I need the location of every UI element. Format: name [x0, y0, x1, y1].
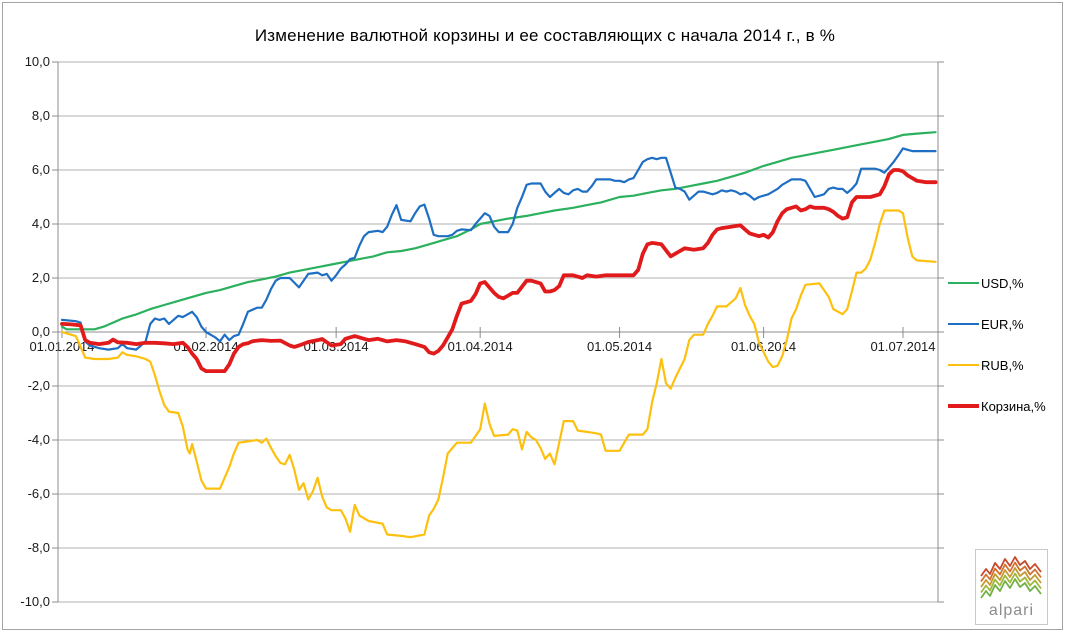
- y-axis-label: 4,0: [31, 216, 50, 231]
- y-axis-label: -8,0: [27, 540, 50, 555]
- legend-item-eur: EUR,%: [948, 314, 1024, 334]
- legend-item-korzina: Корзина,%: [948, 396, 1046, 416]
- alpari-zigzag-line: [980, 572, 1042, 594]
- chart-title: Изменение валютной корзины и ее составля…: [254, 26, 836, 45]
- y-axis-label: 6,0: [31, 162, 50, 177]
- legend-swatch-eur: [948, 322, 979, 326]
- alpari-zigzag-line: [980, 556, 1042, 577]
- x-axis-label: 01.06.2014: [731, 339, 797, 354]
- x-axis-label: 01.07.2014: [870, 339, 936, 354]
- legend-swatch-rub: [948, 363, 979, 367]
- alpari-zigzag-line: [980, 561, 1042, 583]
- alpari-mountains-icon: [980, 556, 1042, 599]
- y-axis-label: 8,0: [31, 108, 50, 123]
- x-axis-label: 01.01.2014: [29, 339, 95, 354]
- legend-label-korzina: Корзина,%: [981, 398, 1046, 414]
- y-axis-label: 2,0: [31, 270, 50, 285]
- legend-swatch-korzina: [948, 404, 979, 408]
- y-axis-label: 10,0: [24, 54, 50, 69]
- x-axis-label: 01.04.2014: [447, 339, 513, 354]
- legend-label-rub: RUB,%: [981, 357, 1024, 373]
- alpari-logo-text: alpari: [988, 602, 1035, 619]
- y-axis-label: 0,0: [31, 324, 50, 339]
- legend-item-rub: RUB,%: [948, 355, 1024, 375]
- legend-swatch-usd: [948, 281, 979, 285]
- alpari-zigzag-line: [980, 578, 1042, 599]
- legend-item-usd: USD,%: [948, 273, 1024, 293]
- alpari-logo: alpari: [975, 549, 1048, 625]
- legend-label-eur: EUR,%: [981, 316, 1024, 332]
- legend-label-usd: USD,%: [981, 275, 1024, 291]
- y-axis-label: -4,0: [27, 432, 50, 447]
- x-axis-label: 01.05.2014: [587, 339, 653, 354]
- y-axis-label: -6,0: [27, 486, 50, 501]
- legend: USD,% EUR,% RUB,% Корзина,%: [948, 0, 1066, 632]
- x-axis-label: 01.03.2014: [303, 339, 369, 354]
- y-axis-label: -2,0: [27, 378, 50, 393]
- y-axis-label: -10,0: [20, 594, 50, 609]
- alpari-zigzag-line: [980, 567, 1042, 588]
- x-axis-label: 01.02.2014: [173, 339, 239, 354]
